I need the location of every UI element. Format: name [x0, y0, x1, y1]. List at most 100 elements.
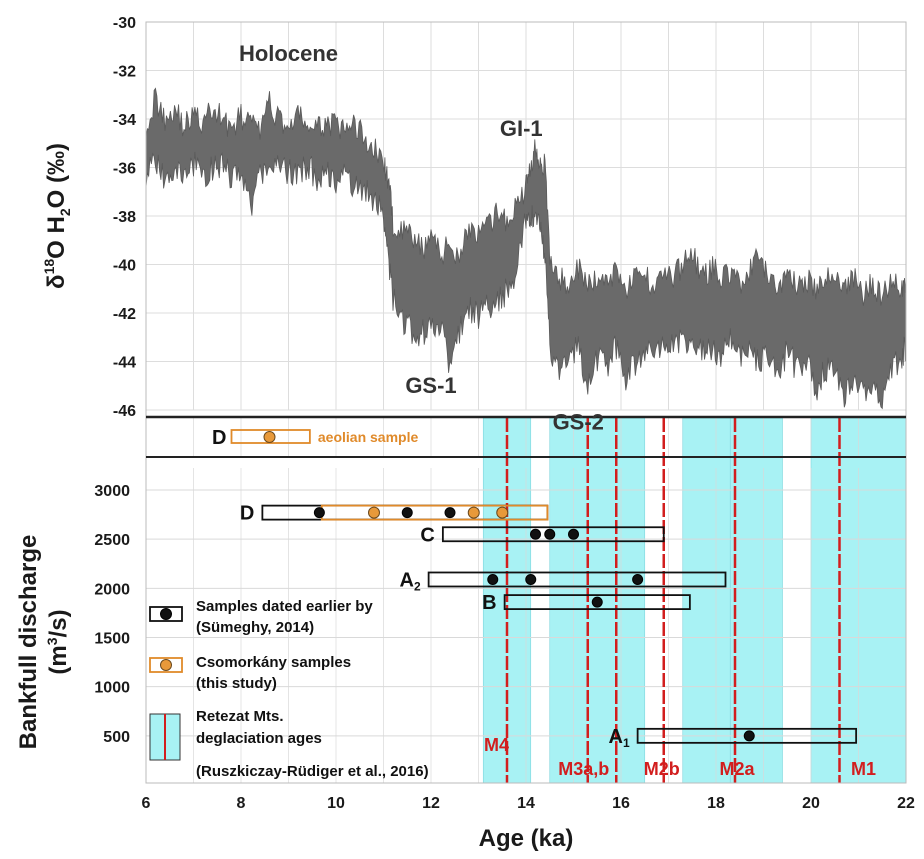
sample-points — [263, 431, 755, 742]
x-tick-label: 16 — [612, 795, 630, 812]
aeolian-range-box — [230, 429, 311, 444]
ylabel-o: O H — [43, 216, 70, 259]
sample-point-csomorkany — [368, 506, 380, 519]
unit-sup: 3 — [44, 637, 60, 645]
y-axis-unit-bottom: (m3/s) — [44, 609, 72, 674]
x-tick-label: 22 — [897, 795, 915, 812]
x-tick-label: 14 — [517, 795, 535, 812]
x-tick-label: 10 — [327, 795, 345, 812]
y-tick-label-top: -36 — [113, 161, 136, 178]
legend-swatch-csomorkany — [149, 657, 183, 673]
aeolian-range-label: D — [212, 427, 226, 449]
sample-point-csomorkany — [467, 506, 480, 519]
x-tick-label: 12 — [422, 795, 440, 812]
sample-point-earlier — [401, 507, 413, 519]
legend-label: Samples dated earlier by — [196, 598, 373, 615]
event-label: GS-1 — [405, 373, 456, 398]
sample-point-earlier — [444, 507, 456, 519]
y-axis-title-bottom: Bankfull discharge — [15, 535, 42, 750]
event-label: GI-1 — [500, 116, 543, 141]
sample-point-earlier — [313, 507, 325, 519]
y-tick-label-top: -46 — [113, 403, 136, 420]
y-tick-label-top: -38 — [113, 209, 136, 226]
range-label: D — [240, 503, 254, 525]
x-tick-label: 6 — [142, 795, 151, 812]
y-axis-title-top: δ18O H2O (‰) — [41, 143, 73, 289]
legend-swatch-earlier — [149, 606, 183, 622]
x-tick-label: 20 — [802, 795, 820, 812]
deglaciation-age-lines — [505, 418, 841, 783]
range-label: C — [420, 524, 434, 546]
sample-point-earlier — [632, 573, 644, 585]
x-tick-label: 8 — [237, 795, 246, 812]
y-tick-label-top: -40 — [113, 258, 136, 275]
range-label: B — [482, 592, 496, 614]
age-label: M3a,b — [558, 759, 609, 779]
y-tick-label-bottom: 1500 — [94, 631, 130, 648]
age-label: M2b — [644, 759, 680, 779]
ylabel-sub: 2 — [57, 208, 73, 216]
y-tick-label-top: -44 — [113, 355, 136, 372]
range-box — [503, 594, 691, 610]
legend-label: (Sümeghy, 2014) — [196, 619, 314, 636]
y-tick-label-bottom: 1000 — [94, 680, 130, 697]
aeolian-label: aeolian sample — [318, 429, 419, 445]
plot-border — [145, 21, 907, 784]
panel-frames — [145, 21, 907, 784]
legend-dot-earlier — [160, 608, 172, 620]
range-label-name: A — [399, 569, 413, 591]
ylabel-rest: O (‰) — [43, 143, 70, 208]
sample-point-earlier — [591, 596, 603, 608]
y-tick-label-top: -42 — [113, 306, 136, 323]
range-box — [441, 526, 665, 543]
sample-point-csomorkany — [496, 506, 509, 519]
range-label: A1 — [608, 726, 629, 750]
event-label: Holocene — [239, 41, 338, 66]
bottom-panel-grid — [145, 418, 907, 783]
legend-label: Retezat Mts. — [196, 708, 284, 725]
range-label: A2 — [399, 569, 420, 593]
y-tick-label-top: -34 — [113, 112, 136, 129]
legend-label: Csomorkány samples — [196, 654, 351, 671]
y-tick-label-bottom: 3000 — [94, 483, 130, 500]
y-tick-label-top: -30 — [113, 15, 136, 32]
deglaciation-band — [729, 417, 783, 784]
x-axis-title: Age (ka) — [479, 825, 574, 852]
x-tick-label: 18 — [707, 795, 725, 812]
legend: Samples dated earlier by (Sümeghy, 2014) C… — [149, 598, 429, 780]
range-label-sub: 2 — [414, 579, 421, 593]
y-tick-label-bottom: 500 — [103, 729, 130, 746]
legend-label: deglaciation ages — [196, 730, 322, 747]
y-tick-label-bottom: 2500 — [94, 532, 130, 549]
age-label: M4 — [484, 735, 509, 755]
range-label-name: B — [482, 592, 496, 614]
range-label-sub: 1 — [623, 736, 630, 750]
event-label: GS-2 — [553, 409, 604, 434]
age-label: M1 — [851, 759, 876, 779]
unit-post: /s) — [45, 609, 72, 637]
range-box — [636, 727, 858, 744]
age-label: M2a — [719, 759, 755, 779]
unit-pre: (m — [45, 645, 72, 674]
legend-label: (Ruszkiczay-Rüdiger et al., 2016) — [196, 763, 429, 780]
ylabel-sup: 18 — [41, 259, 57, 275]
range-label-name: C — [420, 524, 434, 546]
sample-point-earlier — [743, 730, 755, 742]
sample-point-earlier — [530, 528, 541, 540]
range-label-name: A — [608, 726, 622, 748]
legend-dot-csomorkany — [160, 659, 172, 671]
y-tick-label-top: -32 — [113, 64, 136, 81]
legend-label: (this study) — [196, 675, 277, 692]
range-label-name: D — [240, 503, 254, 525]
ylabel-delta: δ — [43, 274, 70, 289]
y-tick-label-bottom: 2000 — [94, 581, 130, 598]
sample-point-earlier — [525, 573, 537, 585]
sample-point-earlier — [544, 528, 556, 540]
aeolian-point — [263, 431, 276, 443]
sample-point-earlier — [487, 573, 499, 585]
sample-point-earlier — [568, 528, 579, 540]
range-box — [427, 571, 727, 588]
